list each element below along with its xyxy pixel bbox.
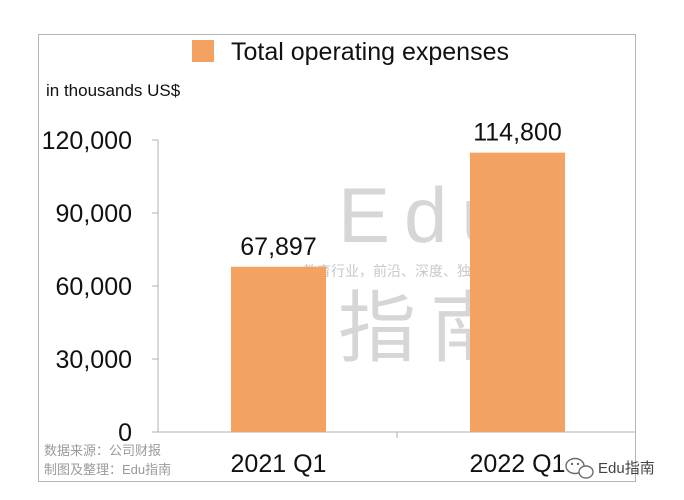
- brand-badge: Edu指南: [565, 457, 655, 479]
- brand-label: Edu指南: [598, 460, 655, 477]
- bar-series: 67,897 2021 Q1 114,800 2022 Q1: [231, 119, 566, 478]
- legend-swatch: [192, 40, 214, 62]
- x-category-label: 2022 Q1: [470, 450, 566, 478]
- y-tick-label: 0: [118, 419, 132, 447]
- source-note: 数据来源：公司财报 制图及整理：Edu指南: [44, 443, 171, 477]
- wechat-icon: [565, 457, 594, 479]
- bar-data-label: 114,800: [473, 119, 562, 147]
- y-axis-ticks: 0 30,000 60,000 90,000 120,000: [42, 127, 158, 447]
- credit-line: 制图及整理：Edu指南: [44, 462, 171, 477]
- watermark-tagline: 教育行业，前沿、深度、独家: [303, 263, 485, 279]
- y-tick-label: 120,000: [42, 127, 132, 155]
- legend: Total operating expenses: [192, 38, 509, 66]
- y-tick-label: 60,000: [56, 273, 132, 301]
- bar: [231, 266, 326, 432]
- bar: [470, 152, 565, 433]
- y-tick-label: 30,000: [56, 346, 132, 374]
- legend-label: Total operating expenses: [231, 38, 509, 66]
- bar-data-label: 67,897: [240, 233, 316, 261]
- source-line: 数据来源：公司财报: [44, 443, 161, 458]
- x-category-label: 2021 Q1: [231, 450, 327, 478]
- y-tick-label: 90,000: [56, 200, 132, 228]
- chart-frame: [38, 34, 636, 482]
- unit-label: in thousands US$: [46, 81, 181, 100]
